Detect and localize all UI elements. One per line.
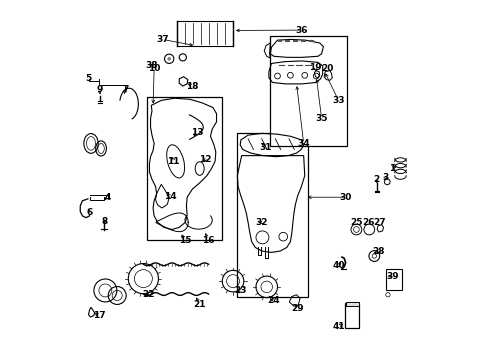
Bar — [386, 269, 402, 290]
Text: 15: 15 — [179, 236, 191, 245]
Text: 5: 5 — [85, 75, 91, 84]
Text: 23: 23 — [233, 286, 246, 295]
Text: 34: 34 — [297, 139, 309, 148]
Text: 10: 10 — [148, 64, 160, 73]
Text: 22: 22 — [142, 289, 154, 298]
Text: 31: 31 — [259, 143, 271, 152]
Text: 3: 3 — [382, 173, 388, 182]
Text: 27: 27 — [373, 218, 386, 227]
Text: 1: 1 — [388, 164, 395, 173]
Text: 12: 12 — [199, 155, 212, 164]
Text: 8: 8 — [102, 217, 107, 226]
Text: 21: 21 — [193, 300, 205, 309]
Text: 19: 19 — [308, 63, 321, 72]
Text: 32: 32 — [255, 218, 267, 227]
Text: 28: 28 — [372, 247, 385, 256]
Text: 38: 38 — [145, 62, 158, 71]
Text: 26: 26 — [361, 218, 374, 227]
Bar — [270, 36, 346, 146]
Text: 18: 18 — [186, 82, 198, 91]
Text: 41: 41 — [331, 322, 344, 331]
Circle shape — [167, 57, 171, 60]
Text: 7: 7 — [122, 85, 128, 94]
Text: 11: 11 — [167, 157, 180, 166]
Text: 16: 16 — [201, 236, 214, 245]
Text: 2: 2 — [372, 175, 379, 184]
Text: 17: 17 — [93, 311, 105, 320]
Text: 37: 37 — [156, 35, 169, 44]
Text: 39: 39 — [385, 271, 398, 280]
Text: 24: 24 — [267, 296, 280, 305]
Bar — [177, 22, 232, 46]
Text: 4: 4 — [104, 193, 110, 202]
Text: 9: 9 — [96, 85, 102, 94]
Bar — [345, 302, 358, 306]
Text: 14: 14 — [163, 192, 176, 201]
Text: 13: 13 — [190, 128, 203, 137]
Text: 33: 33 — [331, 96, 344, 105]
Text: 40: 40 — [331, 261, 344, 270]
Bar — [344, 303, 359, 328]
Bar — [147, 97, 221, 239]
Text: 30: 30 — [339, 193, 351, 202]
Text: 6: 6 — [86, 208, 93, 217]
Bar — [236, 133, 307, 297]
Text: 36: 36 — [294, 26, 307, 35]
Text: 35: 35 — [315, 114, 327, 123]
Text: 29: 29 — [291, 304, 303, 313]
Text: 20: 20 — [320, 64, 332, 73]
Text: 25: 25 — [349, 218, 362, 227]
